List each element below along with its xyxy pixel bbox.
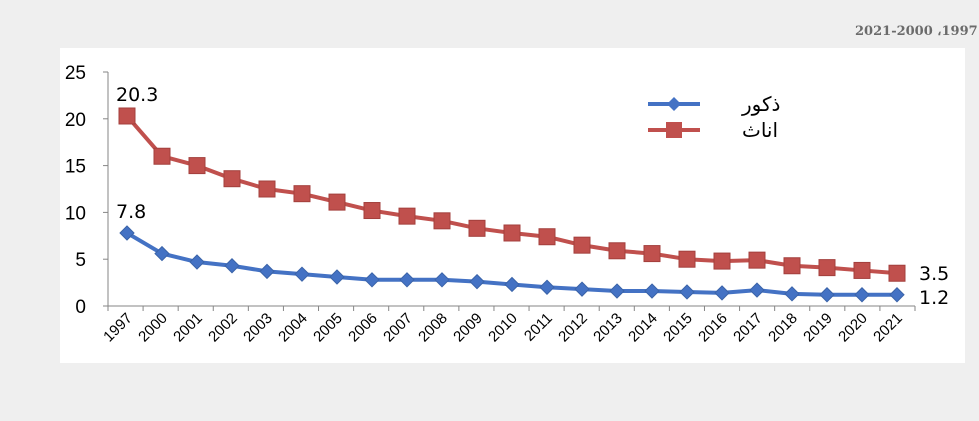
- data-point-diamond: [504, 276, 520, 293]
- data-label: 3.5: [919, 263, 949, 285]
- data-point-square: [258, 180, 276, 198]
- y-tick-label: 10: [65, 203, 86, 224]
- data-label: 7.8: [116, 201, 146, 223]
- legend-label: اناث: [742, 118, 778, 142]
- series-group: [118, 107, 906, 303]
- data-point-square: [223, 170, 241, 188]
- series-male: [119, 225, 905, 303]
- data-point-diamond: [224, 258, 240, 274]
- data-point-diamond: [364, 272, 380, 288]
- data-point-diamond: [189, 254, 205, 270]
- data-point-square: [363, 202, 381, 220]
- data-point-square: [503, 224, 521, 242]
- y-tick-label: 25: [65, 63, 86, 84]
- data-point-square: [188, 157, 206, 175]
- data-point-square: [398, 207, 416, 225]
- data-point-square: [293, 185, 311, 203]
- data-point-square: [538, 228, 556, 246]
- data-point-square: [643, 245, 661, 263]
- data-point-diamond: [749, 282, 765, 298]
- data-point-diamond: [294, 266, 310, 282]
- data-point-square: [713, 252, 731, 270]
- data-point-square: [888, 264, 906, 282]
- data-point-diamond: [819, 287, 835, 303]
- data-point-square: [678, 250, 696, 268]
- data-point-diamond: [259, 263, 275, 280]
- series-female: [118, 107, 906, 282]
- chart-area-background: [60, 48, 965, 363]
- data-point-square: [433, 212, 451, 230]
- data-point-square: [118, 107, 136, 125]
- data-point-square: [468, 219, 486, 237]
- data-point-diamond: [539, 279, 555, 295]
- data-point-diamond: [434, 272, 450, 288]
- data-point-diamond: [329, 269, 345, 285]
- data-point-diamond: [119, 225, 135, 241]
- data-point-square: [818, 259, 836, 277]
- data-point-diamond: [399, 272, 415, 288]
- data-point-square: [853, 261, 871, 279]
- data-point-square: [328, 193, 346, 211]
- legend-marker-square: [666, 122, 682, 138]
- data-point-square: [153, 147, 171, 165]
- legend-item: ذكور: [648, 92, 780, 116]
- data-point-diamond: [154, 245, 170, 262]
- data-point-diamond: [679, 284, 695, 300]
- y-tick-label: 0: [75, 297, 86, 318]
- data-point-diamond: [889, 287, 905, 303]
- legend-item: اناث: [648, 118, 778, 142]
- legend-marker-diamond: [667, 97, 681, 111]
- data-label: 1.2: [919, 287, 949, 309]
- data-point-diamond: [784, 286, 800, 302]
- data-point-diamond: [609, 283, 625, 299]
- legend-label: ذكور: [741, 92, 780, 116]
- data-point-diamond: [714, 285, 730, 301]
- data-labels-group: 20.3 7.8 3.51.2: [116, 84, 949, 309]
- data-point-square: [608, 242, 626, 260]
- data-point-diamond: [574, 281, 590, 297]
- data-point-diamond: [644, 283, 660, 299]
- data-point-square: [573, 236, 591, 254]
- data-point-diamond: [469, 273, 485, 290]
- data-point-square: [748, 251, 766, 269]
- y-tick-label: 5: [75, 250, 86, 271]
- y-tick-label: 15: [65, 157, 86, 178]
- chart-title: معدلات الأمية بين الأفراد (15 سنة فأكثر)…: [855, 21, 979, 39]
- y-tick-label: 20: [65, 110, 86, 131]
- data-point-square: [783, 257, 801, 275]
- data-label: 20.3: [116, 84, 158, 106]
- data-point-diamond: [854, 287, 870, 303]
